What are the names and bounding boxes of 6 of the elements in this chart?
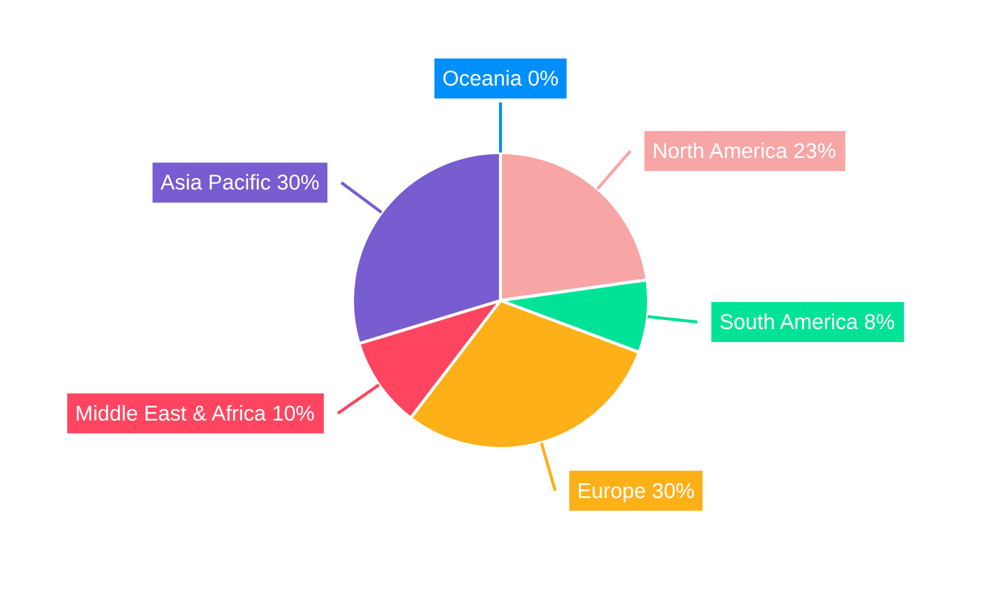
slice-label: Europe 30% <box>577 478 695 503</box>
slice-label: North America 23% <box>652 139 836 164</box>
slice-label: Asia Pacific 30% <box>160 170 320 195</box>
category-label: Oceania 0% <box>442 66 559 90</box>
slice-label: South America 8% <box>719 310 895 334</box>
slice-label: Middle East & Africa 10% <box>75 401 315 426</box>
